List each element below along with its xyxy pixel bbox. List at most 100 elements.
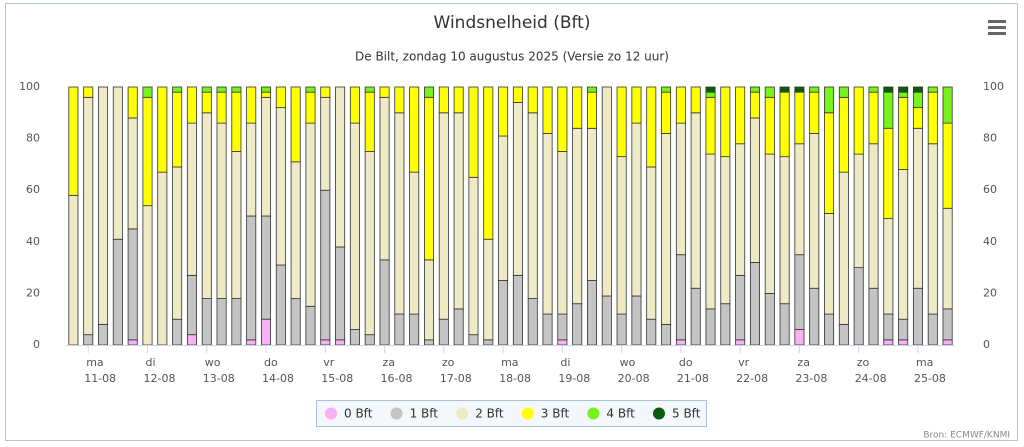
source: Bron: ECMWF/KNMI <box>923 431 1010 441</box>
bar-segment <box>542 313 553 346</box>
bar-segment <box>379 259 390 346</box>
bar-segment <box>364 86 375 93</box>
bar-segment <box>98 323 109 346</box>
bar-segment <box>764 153 775 294</box>
bar-segment <box>127 86 138 119</box>
bar-segment <box>557 86 568 152</box>
bar-segment <box>320 339 331 346</box>
bar-segment <box>749 117 760 263</box>
bar-segment <box>601 86 612 297</box>
bar-segment <box>483 339 494 346</box>
bar-segment <box>898 318 909 341</box>
bar-segment <box>275 107 286 266</box>
bar-segment <box>68 86 79 196</box>
bar-segment <box>824 112 835 214</box>
bar-segment <box>127 339 138 346</box>
bar-segment <box>305 86 316 93</box>
bar-segment <box>290 86 301 163</box>
x-tick-label: ma <box>86 356 103 369</box>
bar-segment <box>898 339 909 346</box>
bar-segment <box>749 262 760 346</box>
bar-segment <box>838 86 849 98</box>
bar-segment <box>483 86 494 240</box>
bar-segment <box>409 171 420 315</box>
bar-segment <box>586 86 597 93</box>
bar-segment <box>379 96 390 261</box>
legend-swatch <box>587 407 600 420</box>
bar-segment <box>646 166 657 320</box>
bar-segment <box>661 86 672 93</box>
bar-segment <box>142 86 153 98</box>
x-tick-label: vr <box>323 356 335 369</box>
x-tick-label: 23-08 <box>795 372 827 385</box>
bar-segment <box>557 339 568 346</box>
bar-segment <box>68 194 79 346</box>
y-tick-label: 80 <box>26 132 40 145</box>
menu-button[interactable] <box>988 20 1006 35</box>
x-tick-label: 19-08 <box>558 372 590 385</box>
menu-bar <box>988 32 1006 35</box>
y2-tick-label: 20 <box>983 286 997 299</box>
legend-label: 5 Bft <box>672 407 701 421</box>
bar-segment <box>794 143 805 256</box>
bar-segment <box>186 122 197 276</box>
bar-segment <box>186 334 197 346</box>
bar-segment <box>927 143 938 315</box>
bar-segment <box>868 86 879 93</box>
bar-segment <box>586 127 597 281</box>
bar-segment <box>883 86 894 93</box>
y2-tick-label: 60 <box>983 183 997 196</box>
bar-segment <box>690 112 701 289</box>
bar-segment <box>942 308 953 341</box>
bar-segment <box>868 143 879 289</box>
bar-segment <box>690 86 701 114</box>
x-tick-label: di <box>145 356 155 369</box>
bar-segment <box>394 86 405 114</box>
bar-segment <box>735 274 746 341</box>
bar-segment <box>927 91 938 145</box>
bar-segment <box>646 318 657 346</box>
bar-segment <box>246 122 257 217</box>
bar-segment <box>824 213 835 315</box>
bar-segment <box>838 323 849 346</box>
x-tick-label: 21-08 <box>677 372 709 385</box>
bar-segment <box>305 122 316 307</box>
bar-segment <box>853 86 864 155</box>
bar-segment <box>898 96 909 170</box>
bar-segment <box>675 122 686 256</box>
bar-segment <box>764 86 775 98</box>
bar-segment <box>749 91 760 119</box>
bar-segment <box>231 298 242 346</box>
legend-swatch <box>653 407 665 420</box>
bar-segment <box>246 339 257 346</box>
bar-segment <box>898 91 909 98</box>
bar-segment <box>942 122 953 209</box>
bar-segment <box>927 86 938 93</box>
bar-segment <box>498 86 509 137</box>
bar-segment <box>335 339 346 346</box>
bar-segment <box>305 305 316 346</box>
x-tick-label: 12-08 <box>143 372 175 385</box>
bar-segment <box>735 339 746 346</box>
y-tick-label: 40 <box>26 235 40 248</box>
bar-segment <box>216 86 227 93</box>
x-tick-label: wo <box>620 356 636 369</box>
bar-segment <box>527 86 538 114</box>
bar-segment <box>275 264 286 346</box>
bar-segment <box>824 86 835 114</box>
bar-segment <box>498 280 509 346</box>
bar-segment <box>779 303 790 346</box>
bar-segment <box>720 86 731 158</box>
bar-segment <box>512 86 523 103</box>
bar-segment <box>438 86 449 114</box>
bar-segment <box>364 151 375 336</box>
bar-segment <box>483 238 494 341</box>
y2-tick-label: 0 <box>983 338 990 351</box>
bar-segment <box>853 153 864 268</box>
y-tick-label: 0 <box>33 338 40 351</box>
bar-segment <box>231 91 242 152</box>
bar-segment <box>335 86 346 248</box>
bar-segment <box>616 86 627 158</box>
x-tick-label: 13-08 <box>203 372 235 385</box>
bar-segment <box>320 96 331 191</box>
